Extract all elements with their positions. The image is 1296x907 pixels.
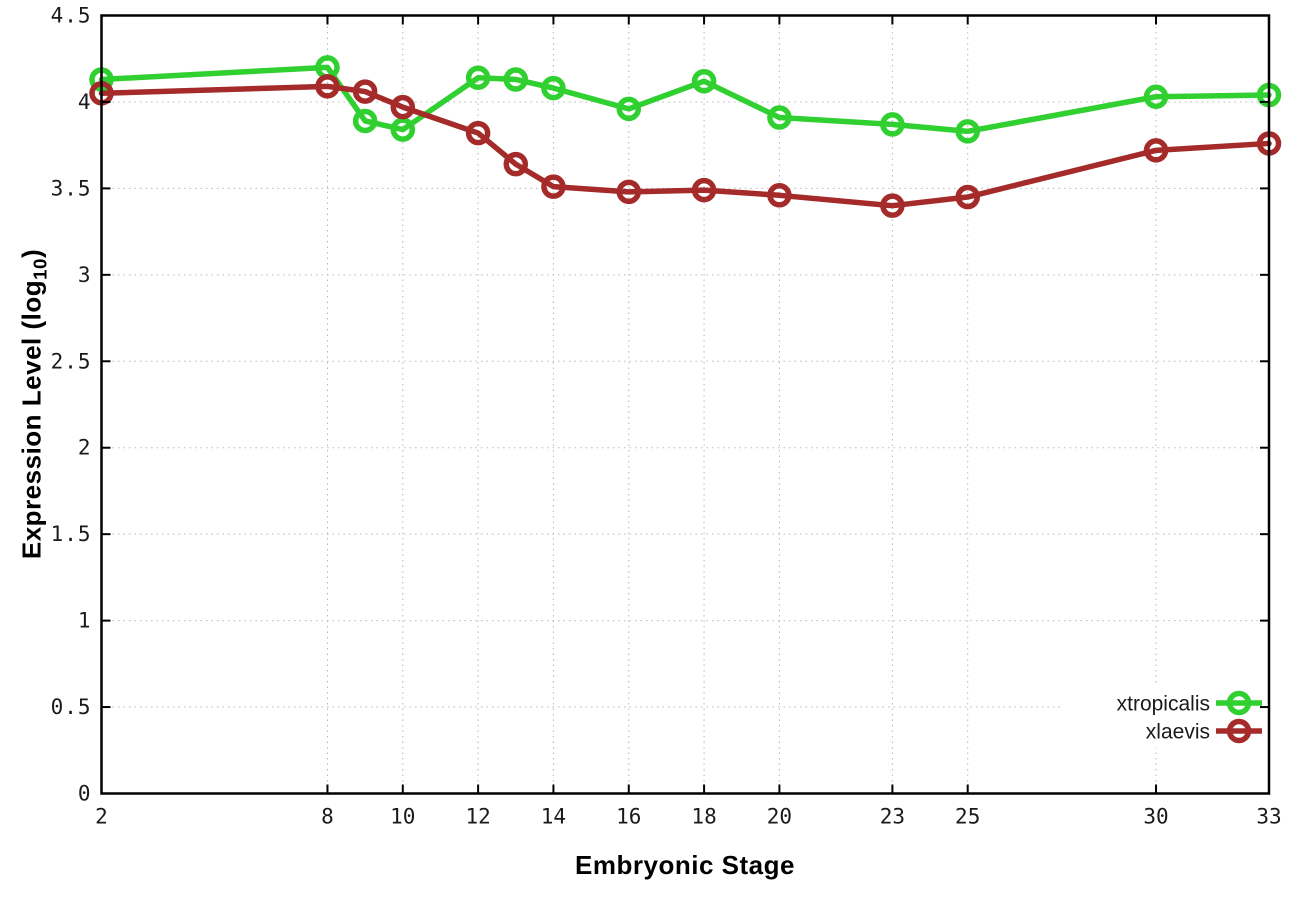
x-tick-label: 8 (321, 805, 334, 829)
data-point-marker-xlaevis (691, 177, 717, 203)
y-tick-label: 1.5 (51, 522, 92, 546)
y-axis-title-pre: Expression Level (log (16, 279, 47, 560)
y-tick-label: 2.5 (51, 349, 92, 373)
legend-label-xtropicalis: xtropicalis (1117, 693, 1210, 716)
y-tick-label: 0.5 (51, 695, 92, 719)
y-axis-title-sub: 10 (29, 258, 51, 280)
x-tick-label: 16 (616, 805, 641, 829)
data-point-marker-xlaevis (465, 120, 491, 146)
x-tick-label: 20 (767, 805, 792, 829)
data-point-marker-xlaevis (955, 184, 980, 210)
data-point-marker-xtropicalis (767, 105, 792, 130)
data-point-marker-xlaevis (541, 174, 566, 199)
data-point-marker-xtropicalis (390, 117, 416, 142)
y-tick-label: 4 (78, 90, 92, 114)
data-point-marker-xlaevis (315, 74, 340, 99)
y-tick-label: 0 (78, 782, 92, 806)
data-point-marker-xtropicalis (691, 68, 717, 94)
x-tick-label: 25 (955, 805, 980, 829)
data-point-marker-xlaevis (503, 151, 529, 177)
x-tick-label: 30 (1143, 805, 1168, 829)
x-tick-label: 2 (95, 805, 108, 829)
data-point-marker-xtropicalis (880, 112, 905, 137)
y-tick-label: 3.5 (51, 176, 92, 200)
data-point-marker-xlaevis (880, 193, 905, 218)
series-line-xtropicalis (98, 64, 1272, 135)
x-axis-title-text: Embryonic Stage (575, 850, 795, 880)
y-axis-title-post: ) (16, 248, 47, 259)
data-point-marker-xlaevis (616, 179, 642, 205)
data-point-marker-xlaevis (390, 94, 416, 120)
y-axis-title: Expression Level (log10) (16, 249, 51, 559)
y-tick-label: 3 (78, 263, 92, 287)
x-tick-label: 23 (880, 805, 905, 829)
x-tick-label: 33 (1256, 805, 1281, 829)
data-point-marker-xtropicalis (352, 108, 378, 134)
y-tick-label: 4.5 (51, 4, 92, 28)
x-tick-label: 10 (390, 805, 415, 829)
data-point-marker-xlaevis (1143, 138, 1169, 163)
legend-sample-marker-xlaevis (1226, 718, 1252, 744)
y-tick-label: 1 (78, 609, 92, 633)
legend-label-xlaevis: xlaevis (1146, 721, 1210, 744)
data-point-marker-xtropicalis (1143, 84, 1169, 110)
plot-border (100, 14, 1271, 795)
series-line-xlaevis (98, 83, 1272, 209)
data-point-marker-xtropicalis (616, 96, 642, 122)
data-point-marker-xtropicalis (541, 75, 566, 101)
x-tick-label: 14 (541, 805, 566, 829)
x-tick-label: 12 (465, 805, 490, 829)
data-point-marker-xtropicalis (503, 67, 529, 92)
data-point-marker-xtropicalis (955, 119, 980, 144)
data-point-marker-xlaevis (767, 183, 792, 208)
data-point-marker-xlaevis (352, 79, 378, 104)
legend-sample-marker-xtropicalis (1226, 690, 1252, 716)
x-tick-label: 18 (691, 805, 716, 829)
y-tick-label: 2 (78, 436, 92, 460)
data-point-marker-xtropicalis (465, 65, 491, 90)
x-axis-title: Embryonic Stage (101, 850, 1269, 881)
